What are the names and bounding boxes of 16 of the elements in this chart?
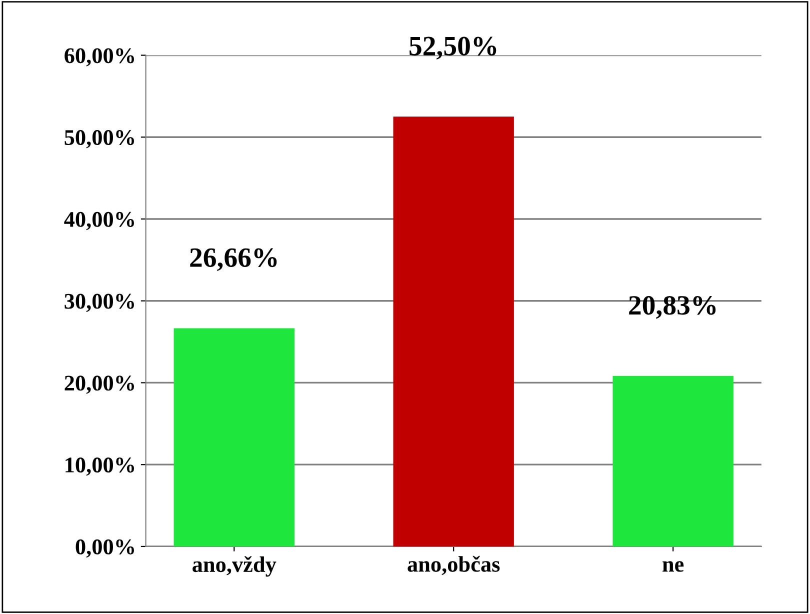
y-tick-label: 50,00% — [64, 130, 134, 148]
data-label: 20,83% — [629, 296, 716, 319]
bar — [174, 328, 294, 546]
bar — [393, 116, 514, 546]
y-tick-label: 20,00% — [64, 376, 134, 394]
data-label: 52,50% — [410, 36, 496, 60]
bar — [612, 376, 734, 546]
data-label: 26,66% — [190, 248, 277, 272]
y-tick-label: 60,00% — [64, 48, 134, 66]
x-tick-label: ne — [662, 561, 684, 572]
y-tick-label: 0,00% — [76, 539, 134, 558]
x-tick-label: ano,občas — [408, 556, 500, 576]
y-tick-label: 10,00% — [66, 458, 134, 476]
y-tick-label: 30,00% — [64, 294, 134, 312]
x-tick-label: ano,vždy — [192, 556, 276, 577]
y-tick-label: 40,00% — [64, 212, 134, 230]
